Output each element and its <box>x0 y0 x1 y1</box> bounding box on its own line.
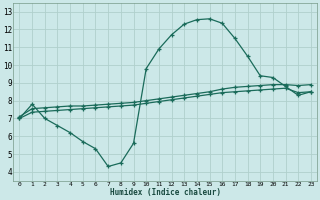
X-axis label: Humidex (Indice chaleur): Humidex (Indice chaleur) <box>110 188 221 197</box>
